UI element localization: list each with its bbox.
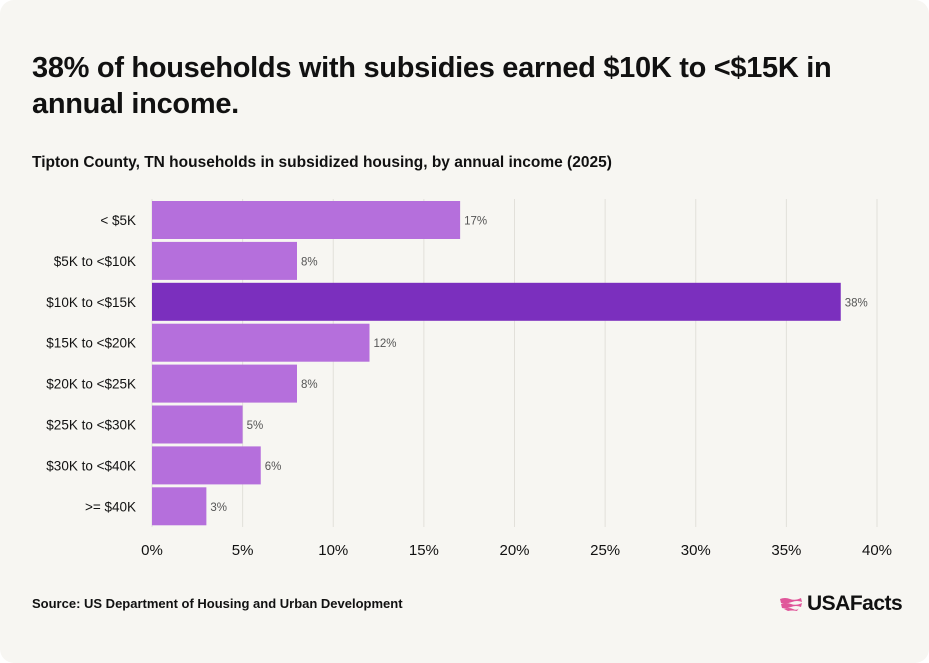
x-tick-label: 25%: [590, 542, 620, 559]
usafacts-logo[interactable]: USAFacts: [779, 592, 903, 616]
bar[interactable]: [152, 201, 461, 239]
category-labels: < $5K $5K to <$10K $10K to <$15K $15K to <$…: [46, 213, 136, 514]
category-label: >= $40K: [85, 499, 136, 514]
bar-value-label: 17%: [464, 216, 487, 228]
x-tick-label: 10%: [318, 542, 348, 559]
bar[interactable]: [152, 405, 243, 444]
logo-wordmark: USAFacts: [807, 592, 903, 615]
bar-value-label: 3%: [210, 502, 227, 514]
bar-value-label: 38%: [845, 297, 868, 309]
category-label: < $5K: [100, 213, 136, 228]
x-tick-label: 35%: [771, 542, 801, 559]
bar[interactable]: [152, 487, 207, 526]
bar[interactable]: [152, 241, 297, 280]
category-label: $10K to <$15K: [46, 295, 136, 310]
bar-value-label: 8%: [301, 256, 318, 268]
us-flag-map-icon: [780, 598, 802, 611]
bar[interactable]: [152, 446, 261, 485]
bar-value-label: 6%: [265, 461, 282, 473]
chart-title: 38% of households with subsidies earned …: [32, 52, 832, 120]
x-tick-label: 40%: [862, 542, 892, 559]
category-label: $5K to <$10K: [54, 254, 136, 269]
x-tick-label: 5%: [232, 542, 254, 559]
bar[interactable]: [152, 282, 841, 321]
chart-subtitle: Tipton County, TN households in subsidiz…: [32, 154, 612, 171]
bar-value-label: 12%: [374, 338, 397, 350]
bar[interactable]: [152, 364, 297, 403]
x-tick-label: 20%: [499, 542, 529, 559]
source-note: Source: US Department of Housing and Urb…: [32, 596, 403, 611]
x-tick-label: 15%: [409, 542, 439, 559]
category-label: $30K to <$40K: [46, 458, 136, 473]
x-tick-label: 0%: [141, 542, 163, 559]
bar-chart: 17% 8% 38% 12% 8% 5% 6% 3% < $5K $5K to <$10K $10…: [46, 199, 892, 559]
bar-value-label: 5%: [247, 420, 264, 432]
bar-value-labels: 17% 8% 38% 12% 8% 5% 6% 3%: [210, 216, 867, 514]
bar[interactable]: [152, 323, 370, 362]
category-label: $25K to <$30K: [46, 418, 136, 433]
category-label: $15K to <$20K: [46, 336, 136, 351]
x-tick-label: 30%: [681, 542, 711, 559]
x-axis-tick-labels: 0% 5% 10% 15% 20% 25% 30% 35% 40%: [141, 542, 892, 559]
bars: [152, 201, 841, 526]
category-label: $20K to <$25K: [46, 377, 136, 392]
bar-value-label: 8%: [301, 379, 318, 391]
